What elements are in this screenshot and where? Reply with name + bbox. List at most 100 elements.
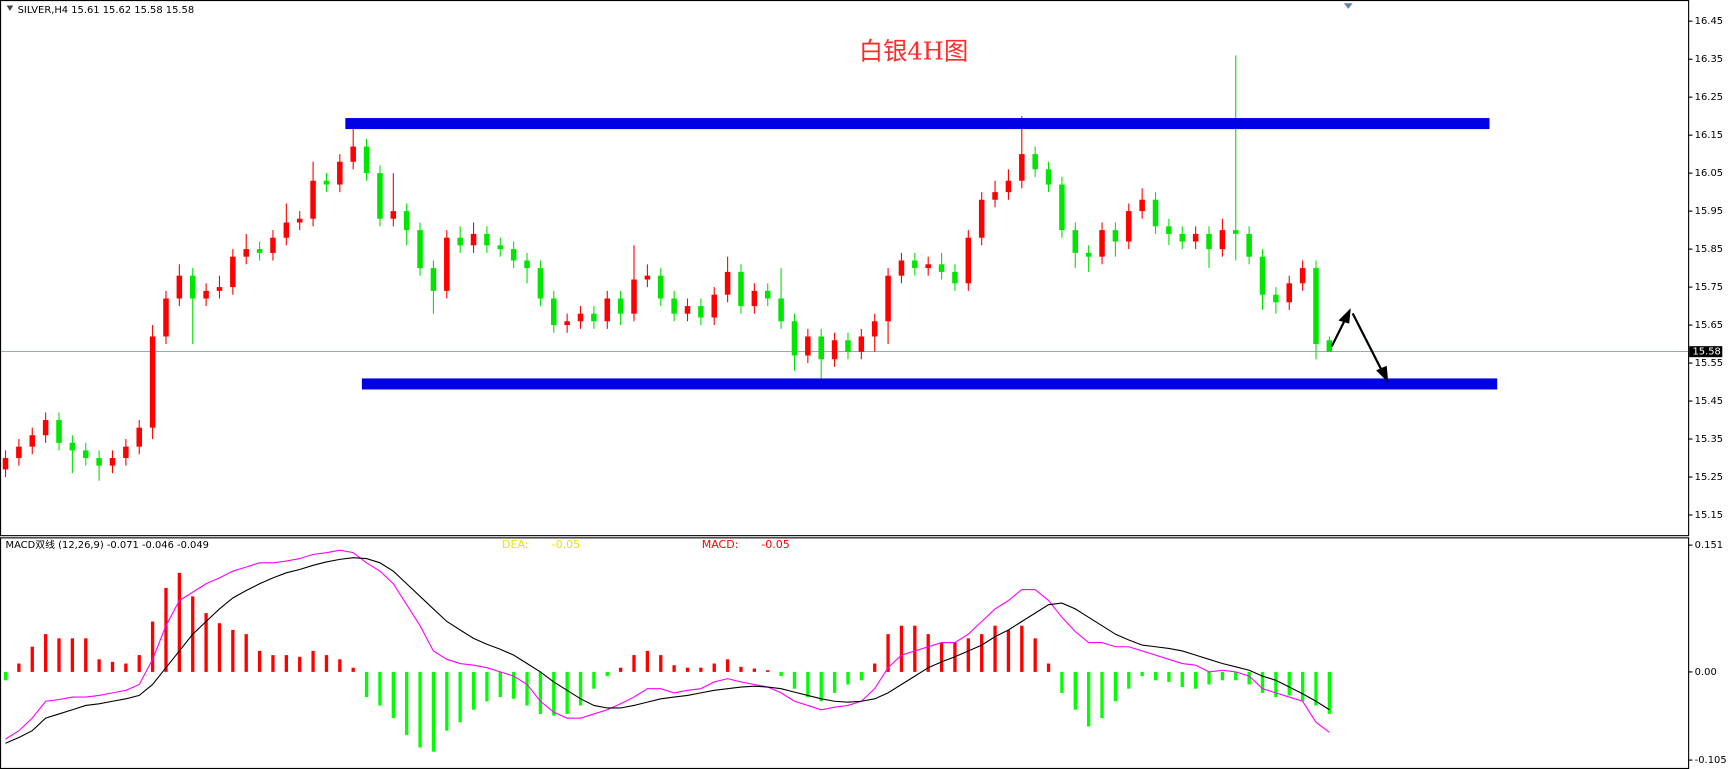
macd-bar bbox=[1274, 671, 1278, 698]
macd-bar bbox=[418, 671, 422, 748]
macd-bar bbox=[284, 655, 288, 672]
candle-body bbox=[296, 218, 303, 223]
candle-body bbox=[671, 298, 677, 314]
macd-bar bbox=[659, 655, 663, 672]
y-tick-label: 15.85 bbox=[1695, 244, 1723, 255]
macd-bar bbox=[164, 587, 168, 672]
candle-body bbox=[2, 458, 9, 470]
macd-bar bbox=[1100, 671, 1104, 719]
candle-body bbox=[1085, 252, 1092, 257]
y-tick-label: 15.55 bbox=[1695, 358, 1723, 369]
macd-bar bbox=[405, 671, 409, 735]
support-band bbox=[361, 378, 1498, 390]
macd-value: -0.05 bbox=[761, 538, 790, 551]
y-tick-label: 15.45 bbox=[1695, 396, 1723, 407]
dea-label: DEA: bbox=[502, 538, 529, 551]
macd-bar bbox=[1167, 671, 1171, 682]
macd-bar bbox=[70, 638, 75, 672]
macd-bar bbox=[431, 671, 436, 752]
candle-body bbox=[1045, 169, 1052, 185]
candle-body bbox=[69, 442, 76, 451]
macd-bar bbox=[498, 671, 502, 698]
macd-bar bbox=[1287, 671, 1291, 696]
candle-body bbox=[457, 237, 463, 246]
candle-body bbox=[591, 313, 597, 322]
macd-bar bbox=[338, 659, 342, 672]
macd-bar bbox=[17, 663, 21, 672]
candle-body bbox=[1273, 294, 1279, 303]
candle-body bbox=[377, 173, 383, 219]
candle-body bbox=[230, 256, 236, 288]
candle-body bbox=[1313, 268, 1319, 345]
candle-body bbox=[1246, 233, 1252, 257]
candle-body bbox=[1259, 256, 1266, 295]
macd-bar bbox=[966, 638, 970, 672]
candle-body bbox=[965, 237, 972, 284]
candle-body bbox=[363, 146, 370, 174]
candle-body bbox=[1019, 154, 1025, 181]
candle-body bbox=[1219, 230, 1226, 250]
macd-bar bbox=[1087, 671, 1091, 727]
macd-line bbox=[5, 557, 1330, 744]
y-tick-label: 16.45 bbox=[1695, 16, 1723, 27]
candle-body bbox=[952, 271, 958, 284]
macd-bar bbox=[792, 671, 797, 689]
candle-body bbox=[751, 290, 758, 307]
y-tick-label: 0.151 bbox=[1695, 540, 1723, 551]
candle-body bbox=[189, 275, 196, 299]
candle-body bbox=[711, 294, 718, 318]
candle-body bbox=[56, 420, 62, 443]
candle-body bbox=[29, 435, 36, 447]
arrow-head bbox=[1338, 308, 1351, 324]
y-tick-label: 0.00 bbox=[1695, 667, 1717, 678]
candle-body bbox=[1139, 199, 1145, 212]
y-tick-label: 16.15 bbox=[1695, 130, 1723, 141]
y-tick-label: 15.35 bbox=[1695, 434, 1723, 445]
candle-body bbox=[684, 306, 691, 314]
current-price-label: 15.58 bbox=[1692, 347, 1720, 358]
candle-body bbox=[925, 264, 931, 269]
candle-body bbox=[604, 298, 611, 322]
macd-bar bbox=[150, 621, 155, 672]
candle-body bbox=[1233, 230, 1239, 234]
macd-bar bbox=[204, 613, 208, 672]
scroll-marker bbox=[1343, 3, 1353, 9]
candle-body bbox=[992, 192, 998, 200]
macd-bar bbox=[779, 671, 783, 677]
macd-bar bbox=[177, 572, 182, 672]
macd-bar bbox=[1006, 629, 1011, 672]
candle-body bbox=[497, 245, 504, 250]
macd-bar bbox=[231, 629, 235, 672]
candle-body bbox=[149, 336, 156, 428]
macd-line bbox=[5, 549, 1330, 740]
macd-bar bbox=[271, 655, 275, 672]
macd-bar bbox=[1193, 671, 1198, 689]
candle-body bbox=[938, 264, 945, 272]
candle-body bbox=[243, 249, 249, 257]
macd-bar bbox=[939, 642, 944, 672]
candle-body bbox=[1166, 226, 1172, 234]
candle-body bbox=[818, 336, 824, 360]
candle-body bbox=[1112, 230, 1119, 242]
candle-body bbox=[644, 275, 651, 280]
arrow-up bbox=[1330, 317, 1348, 347]
macd-bar bbox=[1127, 671, 1131, 689]
macd-bar bbox=[552, 671, 556, 716]
candle-body bbox=[176, 275, 183, 299]
arrow-down bbox=[1351, 312, 1384, 373]
macd-bar bbox=[832, 671, 837, 693]
candle-body bbox=[764, 290, 771, 299]
candle-body bbox=[551, 298, 557, 326]
chart-title: 白银4H图 bbox=[859, 36, 968, 65]
candle-body bbox=[444, 237, 450, 291]
macd-bar bbox=[1073, 671, 1077, 710]
macd-bar bbox=[699, 667, 703, 672]
candle-body bbox=[724, 271, 731, 295]
macd-bar bbox=[445, 671, 449, 731]
macd-bar bbox=[298, 656, 302, 672]
macd-label: MACD: bbox=[702, 538, 739, 551]
candle-body bbox=[978, 199, 985, 238]
candle-body bbox=[163, 298, 169, 337]
macd-bar bbox=[1327, 671, 1332, 714]
